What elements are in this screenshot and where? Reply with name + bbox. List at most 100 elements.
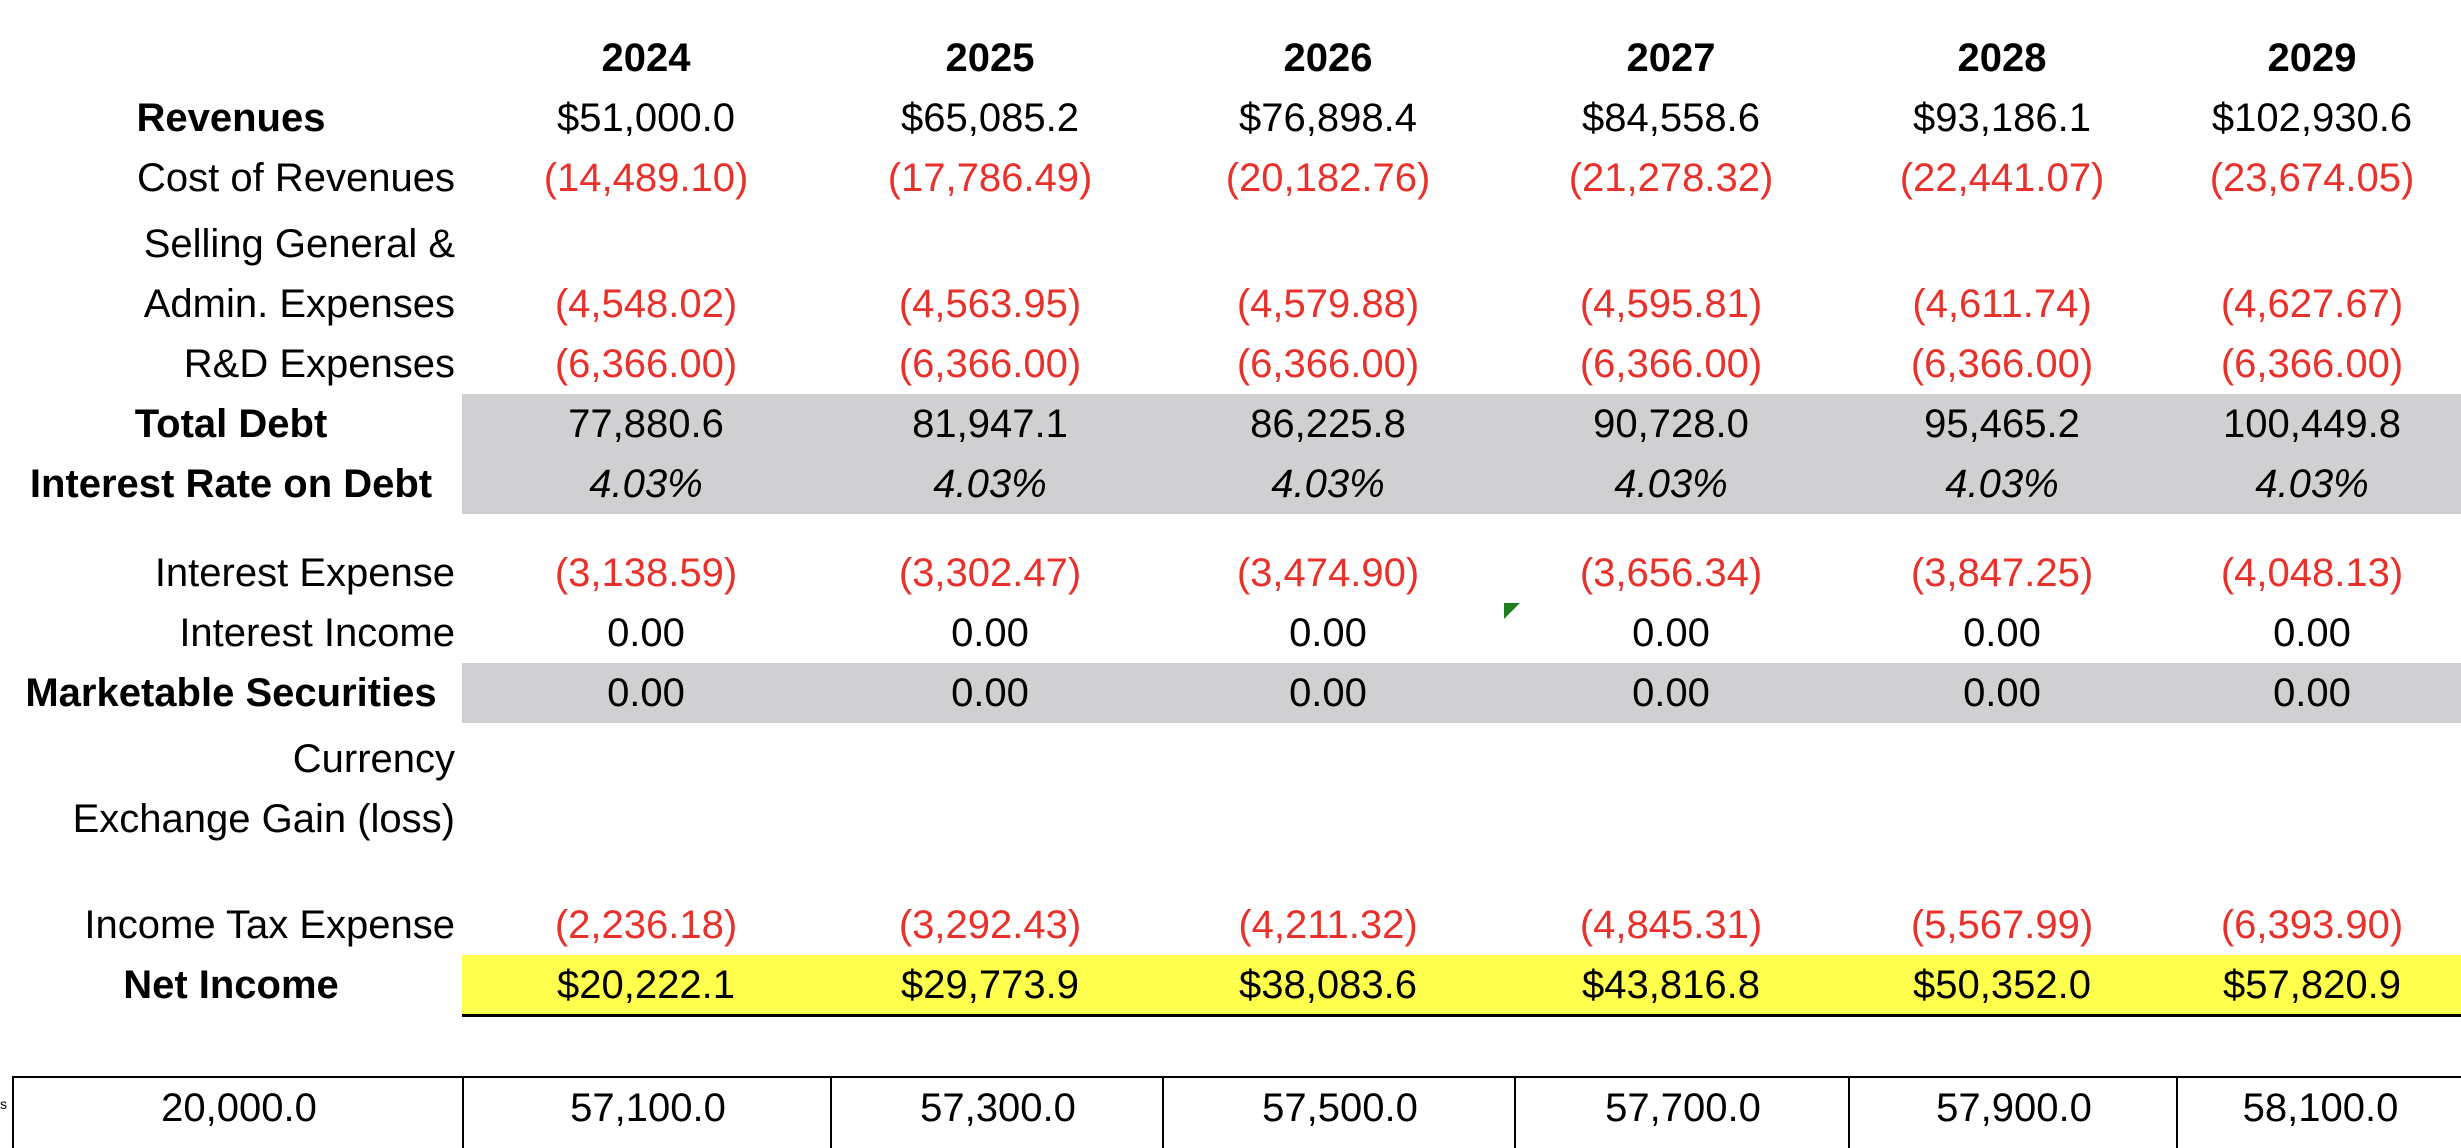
year-header[interactable]: 2025 [945,36,1035,80]
sga-cell[interactable]: (4,627.67) [2220,282,2404,326]
rnd-cell[interactable]: (6,366.00) [1236,342,1420,386]
label-total-debt[interactable]: Total Debt [134,402,328,446]
label-interest-income[interactable]: Interest Income [179,611,455,655]
rnd-cell[interactable]: (6,366.00) [554,342,738,386]
net-income-cell[interactable]: $50,352.0 [1913,963,2091,1007]
interest-rate-cell[interactable]: 4.03% [1945,462,2059,506]
total-debt-cell[interactable]: 81,947.1 [912,402,1068,446]
revenues-cell[interactable]: $84,558.6 [1582,96,1760,140]
debt-band [462,394,2461,514]
net-income-underline [462,1014,2461,1017]
sga-cell[interactable]: (4,563.95) [898,282,1082,326]
year-header[interactable]: 2028 [1957,36,2047,80]
interest-expense-cell[interactable]: (3,302.47) [898,551,1082,595]
cost-of-revenues-cell[interactable]: (14,489.10) [543,156,749,200]
interest-income-cell[interactable]: 0.00 [1289,611,1367,655]
rnd-cell[interactable]: (6,366.00) [1579,342,1763,386]
grid-cell[interactable]: 57,300.0 [830,1078,1164,1148]
marketable-securities-cell[interactable]: 0.00 [1632,671,1710,715]
sga-cell[interactable]: (4,611.74) [1912,282,2092,326]
clipped-edge-text: s [0,1096,7,1112]
net-income-cell[interactable]: $20,222.1 [557,963,735,1007]
grid-cell[interactable]: 57,500.0 [1162,1078,1516,1148]
net-income-cell[interactable]: $57,820.9 [2223,963,2401,1007]
interest-rate-cell[interactable]: 4.03% [589,462,703,506]
net-income-cell[interactable]: $29,773.9 [901,963,1079,1007]
cost-of-revenues-cell[interactable]: (17,786.49) [887,156,1093,200]
revenues-cell[interactable]: $51,000.0 [557,96,735,140]
grid-cell[interactable]: 57,900.0 [1848,1078,2178,1148]
cost-of-revenues-cell[interactable]: (20,182.76) [1225,156,1431,200]
income-tax-cell[interactable]: (3,292.43) [898,903,1082,947]
label-income-tax[interactable]: Income Tax Expense [84,903,455,947]
interest-income-cell[interactable]: 0.00 [2273,611,2351,655]
interest-expense-cell[interactable]: (3,474.90) [1236,551,1420,595]
label-sga-line1[interactable]: Selling General & [143,222,455,266]
total-debt-cell[interactable]: 77,880.6 [568,402,724,446]
interest-income-cell[interactable]: 0.00 [1632,611,1710,655]
interest-rate-cell[interactable]: 4.03% [1271,462,1385,506]
interest-income-cell[interactable]: 0.00 [607,611,685,655]
label-cost-of-revenues[interactable]: Cost of Revenues [137,156,455,200]
net-income-cell[interactable]: $43,816.8 [1582,963,1760,1007]
marketable-securities-cell[interactable]: 0.00 [2273,671,2351,715]
marketable-securities-cell[interactable]: 0.00 [1289,671,1367,715]
income-tax-cell[interactable]: (2,236.18) [554,903,738,947]
income-tax-cell[interactable]: (4,845.31) [1579,903,1763,947]
label-currency-line2[interactable]: Exchange Gain (loss) [72,797,455,841]
label-currency-line1[interactable]: Currency [292,737,455,781]
rnd-cell[interactable]: (6,366.00) [2220,342,2404,386]
income-tax-cell[interactable]: (6,393.90) [2220,903,2404,947]
interest-rate-cell[interactable]: 4.03% [2255,462,2369,506]
grid-cell[interactable]: 57,100.0 [462,1078,832,1148]
interest-expense-cell[interactable]: (3,138.59) [554,551,738,595]
grid-cell[interactable]: 57,700.0 [1514,1078,1850,1148]
revenues-cell[interactable]: $102,930.6 [2211,96,2413,140]
sga-cell[interactable]: (4,579.88) [1236,282,1420,326]
label-marketable-securities[interactable]: Marketable Securities [25,671,437,715]
revenues-cell[interactable]: $93,186.1 [1913,96,2091,140]
total-debt-cell[interactable]: 100,449.8 [2223,402,2401,446]
grid-cell[interactable]: 58,100.0 [2176,1078,2461,1148]
rnd-cell[interactable]: (6,366.00) [1910,342,2094,386]
interest-expense-cell[interactable]: (3,656.34) [1579,551,1763,595]
bottom-bordered-row: 20,000.0 57,100.0 57,300.0 57,500.0 57,7… [12,1076,2461,1148]
cost-of-revenues-cell[interactable]: (23,674.05) [2209,156,2415,200]
label-net-income[interactable]: Net Income [123,963,339,1007]
label-revenues[interactable]: Revenues [136,96,326,140]
year-header[interactable]: 2029 [2267,36,2357,80]
marketable-securities-cell[interactable]: 0.00 [607,671,685,715]
grid-cell[interactable]: 20,000.0 [12,1078,464,1148]
interest-expense-cell[interactable]: (4,048.13) [2220,551,2404,595]
income-tax-cell[interactable]: (4,211.32) [1238,903,1418,947]
interest-rate-cell[interactable]: 4.03% [1614,462,1728,506]
net-income-cell[interactable]: $38,083.6 [1239,963,1417,1007]
marketable-securities-cell[interactable]: 0.00 [951,671,1029,715]
sga-cell[interactable]: (4,595.81) [1579,282,1763,326]
income-tax-cell[interactable]: (5,567.99) [1910,903,2094,947]
interest-rate-cell[interactable]: 4.03% [933,462,1047,506]
interest-income-cell[interactable]: 0.00 [951,611,1029,655]
interest-expense-cell[interactable]: (3,847.25) [1910,551,2094,595]
cost-of-revenues-cell[interactable]: (22,441.07) [1899,156,2105,200]
total-debt-cell[interactable]: 95,465.2 [1924,402,2080,446]
marketable-securities-cell[interactable]: 0.00 [1963,671,2041,715]
revenues-cell[interactable]: $65,085.2 [901,96,1079,140]
year-header[interactable]: 2027 [1626,36,1716,80]
label-interest-expense[interactable]: Interest Expense [154,551,455,595]
securities-band [462,663,2461,723]
label-rnd[interactable]: R&D Expenses [183,342,455,386]
year-header[interactable]: 2024 [601,36,691,80]
revenues-cell[interactable]: $76,898.4 [1239,96,1417,140]
label-sga-line2[interactable]: Admin. Expenses [143,282,455,326]
total-debt-cell[interactable]: 86,225.8 [1250,402,1406,446]
total-debt-cell[interactable]: 90,728.0 [1593,402,1749,446]
interest-income-cell[interactable]: 0.00 [1963,611,2041,655]
cell-comment-indicator-icon[interactable] [1504,603,1520,619]
cost-of-revenues-cell[interactable]: (21,278.32) [1568,156,1774,200]
label-interest-rate[interactable]: Interest Rate on Debt [29,462,433,506]
sga-cell[interactable]: (4,548.02) [554,282,738,326]
year-header[interactable]: 2026 [1283,36,1373,80]
rnd-cell[interactable]: (6,366.00) [898,342,1082,386]
